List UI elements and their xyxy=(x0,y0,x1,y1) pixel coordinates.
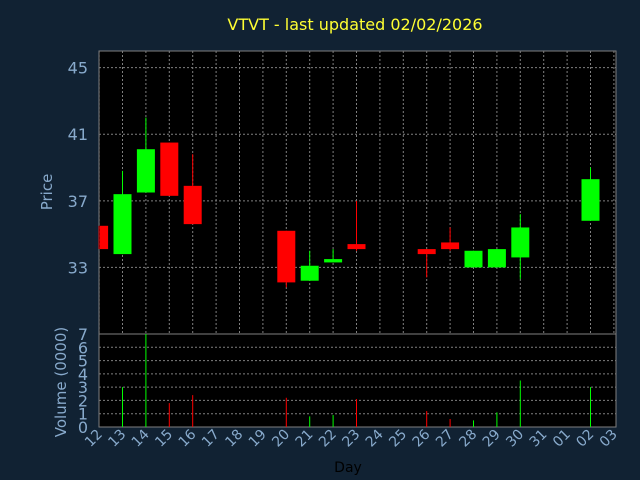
x-axis-label: Day xyxy=(334,460,362,476)
volume-axis-label: Volume (0000) xyxy=(52,327,70,437)
x-tick-label: 29 xyxy=(480,427,504,451)
candle-body xyxy=(136,149,155,193)
price-tick-label: 41 xyxy=(68,125,88,144)
x-tick-label: 13 xyxy=(105,427,129,451)
price-tick-label: 37 xyxy=(68,192,88,211)
volume-plot-area xyxy=(99,334,616,427)
candle-body xyxy=(417,249,436,255)
x-tick-label: 26 xyxy=(410,426,434,450)
candle-body xyxy=(347,244,366,250)
volume-tick-label: 6 xyxy=(78,338,88,357)
volume-tick-label: 0 xyxy=(78,418,88,437)
x-tick-label: 16 xyxy=(176,426,200,450)
x-tick-label: 31 xyxy=(527,427,551,451)
x-tick-label: 17 xyxy=(199,427,223,451)
volume-tick-label: 7 xyxy=(78,325,88,344)
x-tick-label: 15 xyxy=(152,427,176,451)
candle-body xyxy=(100,225,109,250)
candle-body xyxy=(300,265,319,281)
candle-body xyxy=(487,249,506,268)
volume-panel-frame xyxy=(98,333,617,428)
candle-body xyxy=(160,142,179,196)
price-axis-label: Price xyxy=(38,174,56,211)
x-tick-label: 21 xyxy=(293,427,317,451)
x-tick-label: 24 xyxy=(363,426,387,450)
x-tick-label: 22 xyxy=(316,427,340,451)
x-tick-label: 20 xyxy=(269,427,293,451)
volume-tick-label: 4 xyxy=(78,365,88,384)
candle-body xyxy=(441,242,460,250)
x-tick-label: 14 xyxy=(129,426,153,450)
candle-body xyxy=(183,185,202,225)
candle-body xyxy=(581,179,600,221)
x-tick-label: 19 xyxy=(246,427,270,451)
price-tick-label: 33 xyxy=(68,258,88,277)
price-tick-label: 45 xyxy=(68,59,88,78)
x-tick-label: 01 xyxy=(550,427,574,451)
x-tick-label: 18 xyxy=(222,427,246,451)
x-tick-label: 25 xyxy=(386,427,410,451)
x-tick-label: 28 xyxy=(456,427,480,451)
x-tick-label: 03 xyxy=(597,427,621,451)
candle-body xyxy=(113,194,132,255)
volume-tick-label: 2 xyxy=(78,391,88,410)
candle-body xyxy=(324,259,343,263)
x-tick-label: 23 xyxy=(339,427,363,451)
volume-tick-label: 5 xyxy=(78,352,88,371)
volume-tick-label: 1 xyxy=(78,405,88,424)
candle-body xyxy=(277,230,296,283)
volume-panel xyxy=(98,333,617,428)
x-tick-label: 27 xyxy=(433,427,457,451)
x-tick-label: 02 xyxy=(573,427,597,451)
candle-body xyxy=(511,227,530,258)
volume-tick-label: 3 xyxy=(78,378,88,397)
price-panel xyxy=(98,50,617,427)
candle-body xyxy=(464,250,483,268)
chart-title: VTVT - last updated 02/02/2026 xyxy=(227,15,482,34)
x-tick-label: 30 xyxy=(503,427,527,451)
